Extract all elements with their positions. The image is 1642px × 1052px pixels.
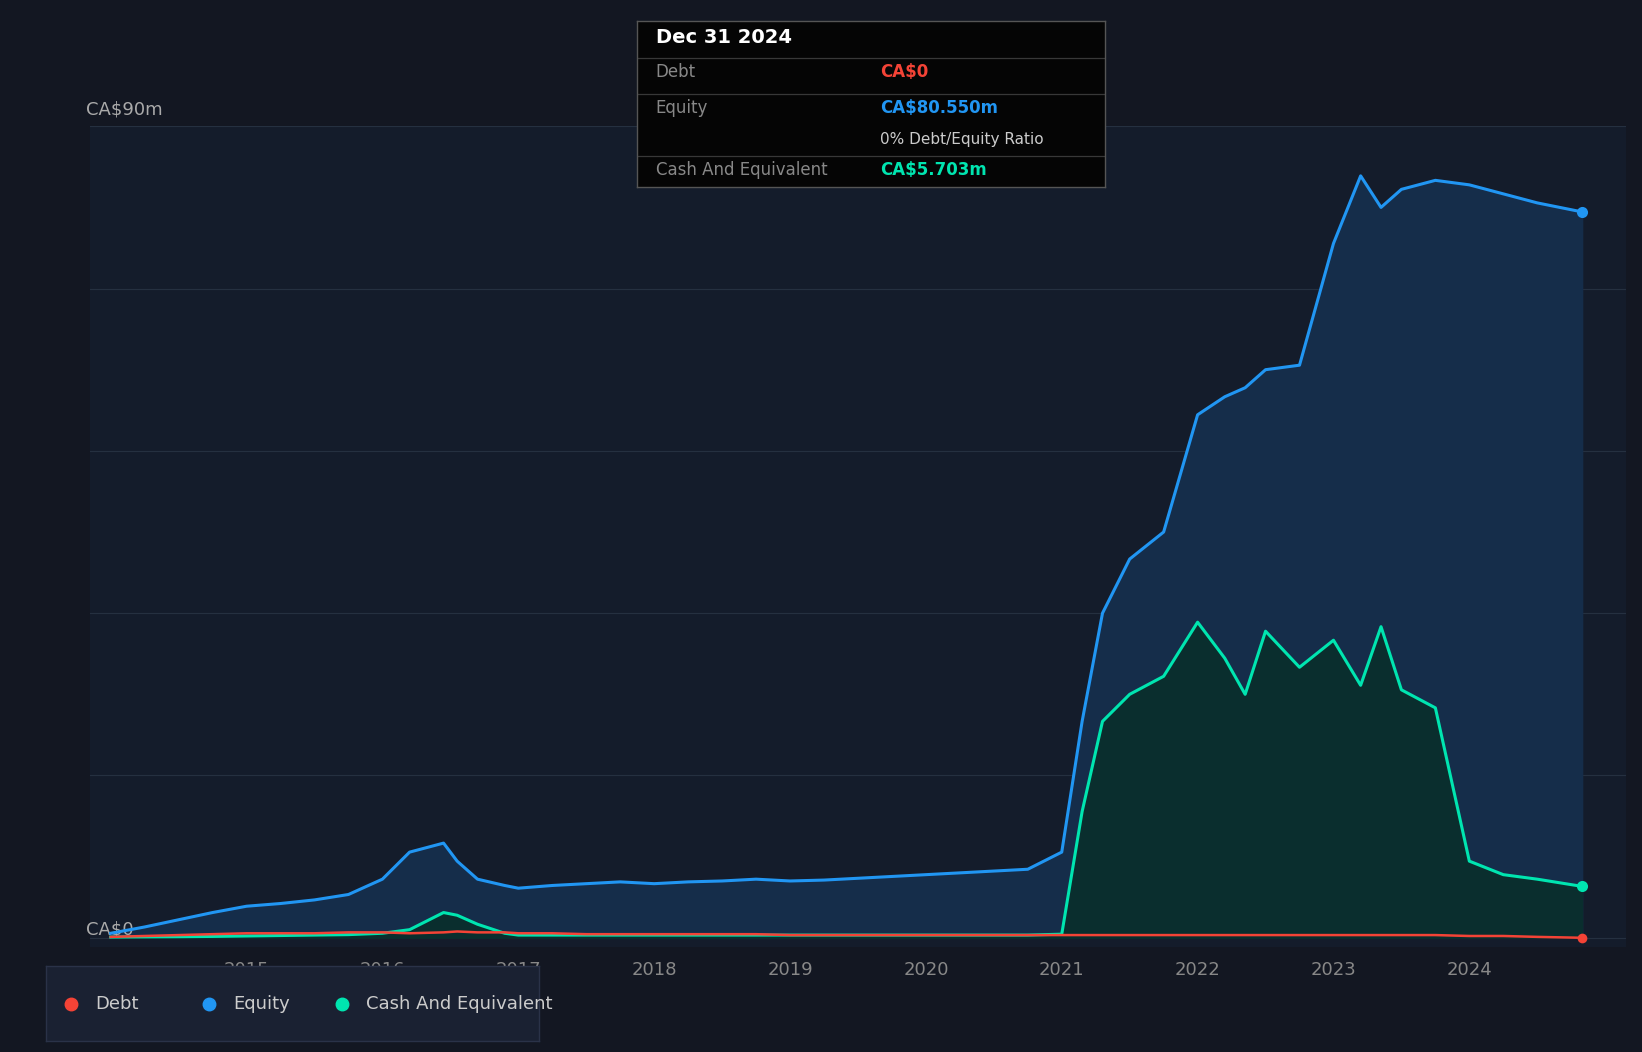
Text: CA$5.703m: CA$5.703m <box>880 161 987 179</box>
Text: Debt: Debt <box>95 994 138 1013</box>
Text: Cash And Equivalent: Cash And Equivalent <box>655 161 828 179</box>
Text: CA$90m: CA$90m <box>85 100 163 118</box>
Text: Equity: Equity <box>655 99 708 117</box>
Text: Cash And Equivalent: Cash And Equivalent <box>366 994 553 1013</box>
Text: CA$0: CA$0 <box>85 920 133 938</box>
Text: CA$80.550m: CA$80.550m <box>880 99 998 117</box>
Text: CA$0: CA$0 <box>880 63 929 81</box>
Text: Equity: Equity <box>233 994 291 1013</box>
Text: Debt: Debt <box>655 63 696 81</box>
Text: Dec 31 2024: Dec 31 2024 <box>655 27 791 46</box>
Text: 0% Debt/Equity Ratio: 0% Debt/Equity Ratio <box>880 133 1044 147</box>
